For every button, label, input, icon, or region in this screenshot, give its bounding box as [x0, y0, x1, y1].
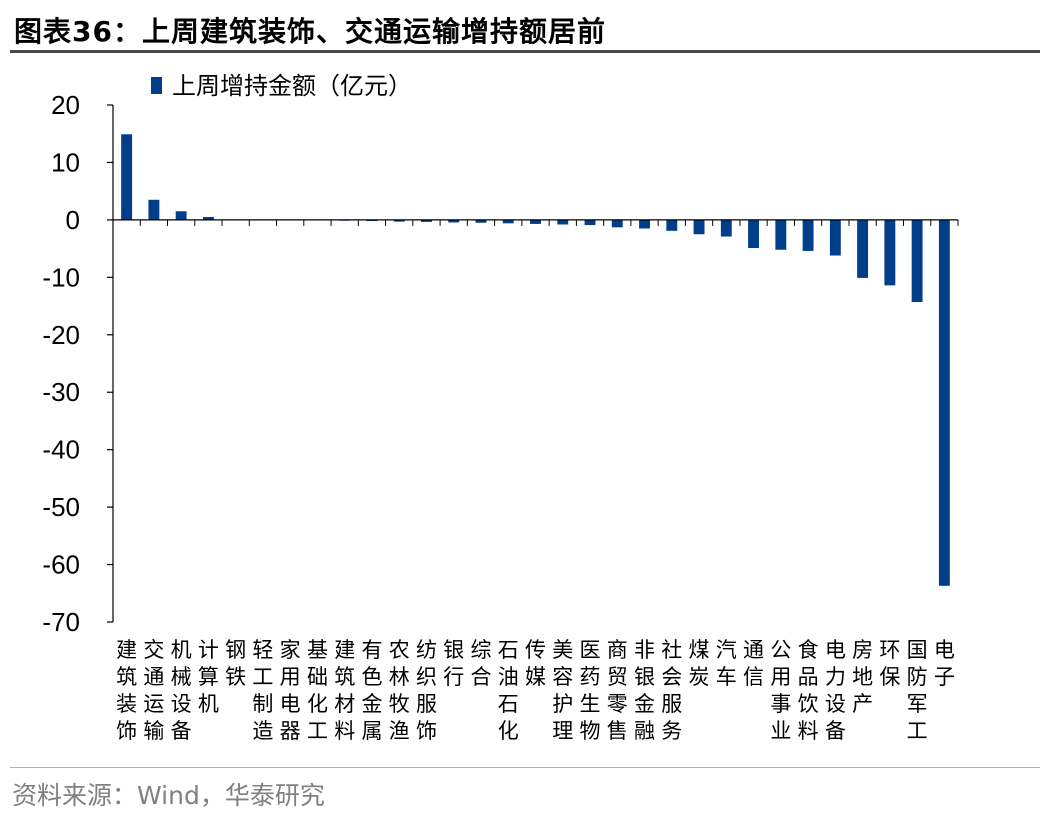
- legend-swatch: [151, 77, 162, 94]
- x-category-label: 钢铁: [225, 638, 246, 689]
- x-category-label: 纺织服饰: [416, 638, 437, 743]
- x-category-label: 综合: [470, 638, 491, 689]
- y-tick-label: -40: [42, 435, 80, 465]
- bar-26: [829, 219, 841, 256]
- x-category-label: 机械设备: [171, 638, 192, 743]
- y-tick-label: -50: [42, 492, 80, 522]
- bar-3: [202, 217, 214, 220]
- x-category-label: 有色金属: [361, 638, 382, 743]
- y-tick-label: 0: [66, 205, 80, 235]
- x-category-label: 基础化工: [307, 638, 328, 743]
- x-category-label: 商贸零售: [607, 638, 628, 743]
- legend-label: 上周增持金额（亿元）: [172, 72, 412, 100]
- chart-legend: 上周增持金额（亿元）: [151, 72, 412, 100]
- y-tick-label: -10: [42, 262, 80, 292]
- x-category-label: 银行: [443, 638, 464, 689]
- x-category-label: 社会服务: [661, 638, 682, 743]
- x-category-label: 国防军工: [907, 638, 928, 743]
- x-category-label: 电力设备: [825, 638, 846, 743]
- y-tick-label: -20: [42, 320, 80, 350]
- x-category-label: 建筑装饰: [116, 638, 137, 743]
- x-category-label: 公用事业: [770, 638, 791, 743]
- bar-1: [148, 199, 160, 220]
- bar-0: [121, 134, 133, 220]
- title-divider: [10, 50, 1040, 53]
- y-tick-label: 10: [51, 147, 80, 177]
- bar-2: [175, 211, 187, 220]
- x-category-label: 非银金融: [634, 638, 655, 743]
- bar-14: [502, 219, 514, 224]
- bar-15: [530, 219, 541, 224]
- bar-17: [584, 219, 596, 226]
- x-category-label: 建筑材料: [334, 638, 355, 743]
- x-category-label: 石油石化: [498, 638, 519, 743]
- x-category-label: 通信: [743, 638, 764, 689]
- bar-11: [421, 219, 432, 222]
- x-category-label: 医药生物: [580, 638, 601, 743]
- y-tick-label: -70: [42, 607, 80, 637]
- x-category-label: 轻工制造: [252, 638, 273, 743]
- bar-22: [720, 219, 732, 237]
- footer-divider: [10, 767, 1040, 768]
- y-tick-label: -60: [42, 550, 80, 580]
- source-note: 资料来源：Wind，华泰研究: [12, 781, 325, 810]
- bar-28: [884, 219, 896, 286]
- bar-25: [802, 219, 814, 251]
- x-axis-labels: 建筑装饰交通运输机械设备计算机钢铁轻工制造家用电器基础化工建筑材料有色金属农林牧…: [116, 219, 959, 743]
- x-category-label: 房地产: [852, 638, 873, 716]
- bar-16: [557, 219, 569, 225]
- x-category-label: 交通运输: [143, 638, 164, 743]
- y-axis-ticks: 20 10 0 -10 -20 -30 -40 -50 -60 -70: [42, 90, 113, 637]
- x-category-label: 环保: [879, 638, 900, 689]
- bar-29: [911, 219, 923, 303]
- bar-10: [393, 219, 405, 222]
- figure-title: 图表36：上周建筑装饰、交通运输增持额居前: [14, 15, 606, 48]
- y-tick-label: 20: [51, 90, 80, 120]
- y-tick-label: -30: [42, 377, 80, 407]
- bar-27: [857, 219, 869, 278]
- bar-series: [121, 134, 950, 586]
- bar-30: [938, 219, 950, 586]
- bar-13: [475, 219, 487, 223]
- bar-23: [748, 219, 760, 249]
- x-category-label: 电子: [934, 638, 955, 689]
- x-category-label: 美容护理: [552, 638, 573, 743]
- bar-20: [666, 219, 678, 231]
- bar-12: [448, 219, 460, 223]
- bar-21: [693, 219, 705, 235]
- x-category-label: 计算机: [198, 638, 219, 716]
- x-category-label: 传媒: [525, 638, 546, 689]
- bar-19: [639, 219, 650, 229]
- x-category-label: 食品饮料: [798, 638, 819, 743]
- x-category-label: 家用电器: [280, 638, 301, 743]
- x-category-label: 农林牧渔: [389, 638, 410, 743]
- bar-18: [611, 219, 623, 228]
- bar-24: [775, 219, 787, 250]
- bar-chart: 上周增持金额（亿元） 20 10 0 -10 -20 -30 -40 -50 -60 -70 建筑…: [42, 72, 959, 743]
- x-category-label: 汽车: [716, 638, 737, 689]
- x-category-label: 煤炭: [689, 638, 710, 689]
